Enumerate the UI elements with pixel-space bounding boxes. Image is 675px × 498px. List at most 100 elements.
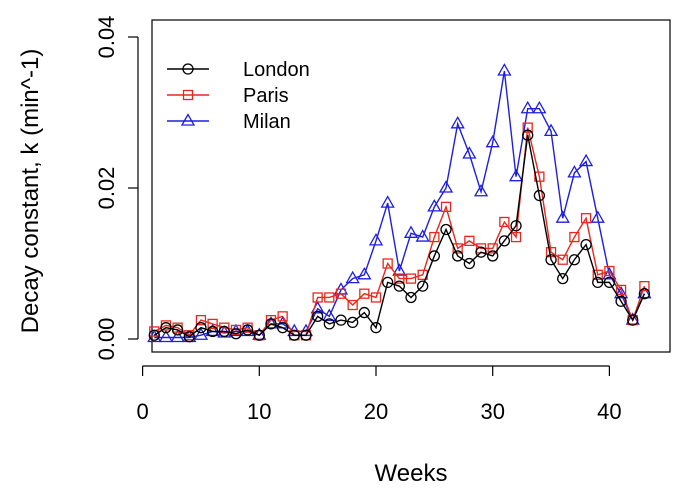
data-point-milan [532, 100, 547, 114]
data-point-paris [312, 292, 323, 303]
data-point-paris [382, 258, 393, 269]
data-point-london [498, 235, 511, 247]
data-point-milan [170, 329, 185, 343]
data-point-paris [487, 243, 498, 254]
data-point-london [545, 254, 557, 266]
data-point-london [627, 314, 639, 326]
data-point-milan [613, 285, 629, 299]
data-point-paris [534, 171, 545, 182]
legend-marker-london [182, 63, 194, 75]
data-point-london [358, 306, 370, 319]
data-point-paris [405, 273, 417, 284]
data-point-milan [193, 327, 209, 340]
data-point-paris [569, 231, 580, 243]
data-point-london [405, 291, 417, 304]
data-point-paris [557, 254, 568, 265]
data-point-paris [499, 216, 510, 228]
y-tick-label: 0.04 [94, 16, 119, 59]
y-tick-label: 0.02 [94, 167, 119, 210]
series-line-london [153, 135, 646, 338]
data-point-london [288, 329, 300, 341]
data-point-paris [440, 201, 452, 213]
data-point-london [417, 280, 429, 292]
x-axis-title: Weeks [375, 460, 448, 487]
data-point-paris [219, 322, 230, 333]
data-point-paris [149, 326, 160, 337]
data-point-milan [602, 267, 617, 280]
data-point-london [568, 254, 581, 266]
data-point-milan [508, 168, 524, 182]
data-point-paris [347, 299, 358, 311]
data-point-paris [324, 292, 335, 303]
data-point-london [241, 324, 254, 336]
data-point-london [370, 322, 382, 334]
data-point-london [230, 328, 242, 340]
data-point-london [580, 238, 592, 251]
data-point-london [475, 246, 487, 258]
data-point-milan [567, 165, 582, 178]
data-point-milan [438, 180, 454, 193]
data-point-milan [555, 210, 570, 223]
data-point-paris [230, 324, 242, 336]
series-layer [147, 63, 652, 343]
data-point-london [183, 331, 195, 343]
data-point-london [510, 220, 522, 232]
data-point-london [615, 295, 627, 307]
data-point-london [557, 272, 569, 285]
series-line-milan [154, 70, 646, 339]
data-point-london [160, 322, 172, 334]
data-point-paris [452, 243, 463, 254]
x-axis: 0 10 20 30 40 [136, 365, 622, 424]
series-milan [147, 63, 652, 343]
x-tick-label: 40 [597, 399, 621, 424]
data-point-london [171, 324, 184, 336]
data-point-london [276, 322, 289, 334]
data-point-milan [380, 195, 395, 208]
data-point-london [311, 310, 324, 323]
data-point-paris [592, 269, 603, 280]
data-point-paris [580, 213, 592, 224]
data-point-milan [450, 116, 465, 129]
data-point-paris [639, 280, 650, 292]
data-point-london [347, 316, 359, 329]
data-point-milan [392, 263, 407, 276]
data-point-milan [345, 270, 360, 284]
data-point-milan [263, 316, 279, 329]
data-point-milan [578, 153, 594, 167]
x-tick-label: 30 [480, 399, 504, 424]
data-point-london [393, 280, 405, 292]
legend: London Paris Milan [167, 59, 310, 133]
data-point-london [300, 329, 312, 341]
data-point-london [323, 318, 335, 330]
series-paris [149, 122, 650, 341]
data-point-milan [357, 267, 372, 280]
data-point-london [638, 288, 651, 300]
data-point-london [463, 257, 476, 270]
data-point-london [487, 250, 499, 262]
data-point-milan [485, 134, 500, 148]
data-point-london [522, 129, 534, 141]
x-tick-label: 10 [247, 399, 271, 424]
data-point-milan [403, 225, 419, 238]
data-point-london [335, 314, 347, 326]
data-point-paris [394, 273, 405, 284]
data-point-paris [370, 292, 382, 303]
data-point-paris [207, 318, 218, 330]
series-london [148, 129, 651, 343]
data-point-milan [543, 123, 559, 137]
data-point-london [382, 276, 394, 289]
data-point-london [148, 329, 160, 341]
data-point-paris [195, 314, 207, 326]
plot-frame [151, 19, 671, 353]
data-point-paris [429, 231, 440, 243]
data-point-london [440, 223, 452, 236]
data-point-london [452, 250, 464, 262]
data-point-milan [637, 285, 652, 299]
data-point-milan [322, 308, 337, 322]
data-point-paris [522, 122, 533, 133]
legend-marker-milan [180, 113, 196, 126]
x-tick-label: 0 [136, 399, 148, 424]
data-point-milan [473, 183, 489, 197]
x-tick-label: 20 [364, 399, 388, 424]
